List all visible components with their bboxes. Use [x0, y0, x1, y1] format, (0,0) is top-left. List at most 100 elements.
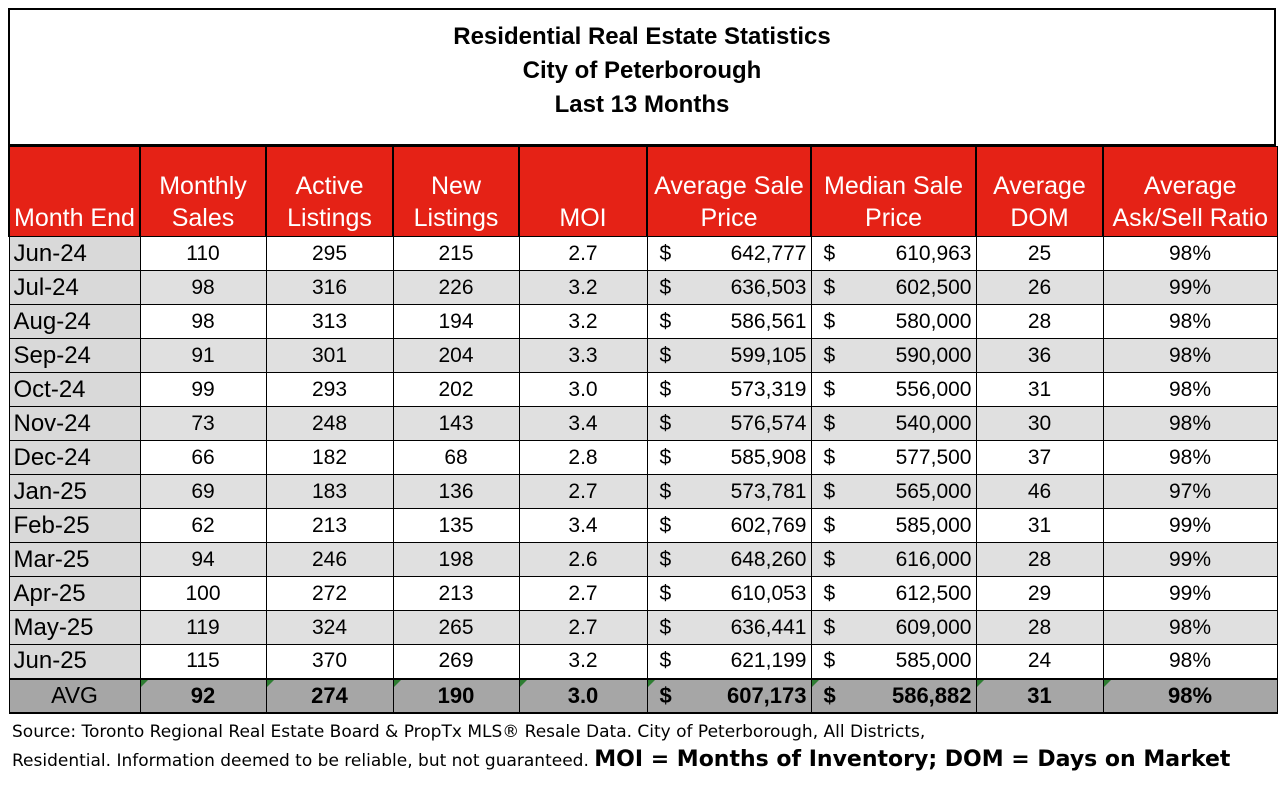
- cell-median-sale-price: $585,000: [810, 644, 977, 679]
- cell-new-listings: 204: [392, 338, 520, 373]
- header-label: Price: [865, 204, 922, 232]
- cell-monthly-sales: 98: [139, 270, 267, 305]
- cell-average-dom: 25: [975, 236, 1104, 271]
- cell-ask-sell-ratio: 98%: [1102, 236, 1278, 271]
- cell-new-listings: 135: [392, 508, 520, 543]
- average-new: 190: [392, 677, 520, 714]
- source-note: Source: Toronto Regional Real Estate Boa…: [12, 718, 1272, 775]
- currency-symbol: $: [823, 241, 836, 265]
- cell-active-listings: 183: [265, 474, 394, 509]
- average-moi-value: 3.0: [567, 682, 599, 708]
- cell-moi: 2.7: [518, 610, 648, 645]
- header-label: Sales: [171, 204, 235, 232]
- cell-monthly-sales: 115: [139, 644, 267, 679]
- cell-monthly-sales: 94: [139, 542, 267, 577]
- price-amount: 573,319: [730, 377, 807, 401]
- cell-active-listings: 213: [265, 508, 394, 543]
- header-label: Price: [700, 204, 758, 232]
- cell-monthly-sales: 119: [139, 610, 267, 645]
- table-row: May-25 119 324 265 2.7 $636,441 $609,000 28 98%: [8, 610, 1278, 645]
- cell-month-end: Nov-24: [8, 406, 141, 441]
- cell-moi: 3.2: [518, 644, 648, 679]
- currency-symbol: $: [823, 615, 836, 639]
- cell-average-dom: 24: [975, 644, 1104, 679]
- money-value: $642,777: [652, 242, 807, 266]
- cell-median-sale-price: $585,000: [810, 508, 977, 543]
- header-label: Average: [993, 172, 1086, 200]
- header-row: Month End Monthly Sales Active Listings Ne…: [8, 146, 1278, 237]
- cell-new-listings: 198: [392, 542, 520, 577]
- header-month-end: Month End: [8, 146, 141, 237]
- price-amount: 602,500: [895, 275, 972, 299]
- price-amount: 636,441: [730, 615, 807, 639]
- price-amount: 642,777: [730, 241, 807, 265]
- price-amount: 602,769: [730, 513, 807, 537]
- cell-monthly-sales: 99: [139, 372, 267, 407]
- header-label: Average: [1143, 172, 1237, 200]
- table-row: Jun-25 115 370 269 3.2 $621,199 $585,000 24 98%: [8, 644, 1278, 679]
- average-active: 274: [265, 677, 394, 714]
- cell-average-sale-price: $585,908: [646, 440, 812, 475]
- average-dom: 31: [975, 677, 1104, 714]
- cell-month-end: Jan-25: [8, 474, 141, 509]
- cell-average-dom: 30: [975, 406, 1104, 441]
- cell-average-dom: 37: [975, 440, 1104, 475]
- header-active-listings: Active Listings: [265, 146, 394, 237]
- table-row: Apr-25 100 272 213 2.7 $610,053 $612,500 29 99%: [8, 576, 1278, 611]
- cell-marker-icon: [266, 679, 274, 687]
- cell-moi: 3.2: [518, 304, 648, 339]
- cell-new-listings: 213: [392, 576, 520, 611]
- average-ratio: 98%: [1102, 677, 1278, 714]
- money-value: $565,000: [816, 480, 972, 504]
- cell-average-sale-price: $642,777: [646, 236, 812, 271]
- cell-average-dom: 36: [975, 338, 1104, 373]
- average-dom-value: 31: [1027, 682, 1052, 708]
- currency-symbol: $: [823, 649, 836, 673]
- cell-average-sale-price: $636,503: [646, 270, 812, 305]
- currency-symbol: $: [659, 411, 672, 435]
- price-amount: 577,500: [895, 445, 972, 469]
- cell-month-end: Aug-24: [8, 304, 141, 339]
- average-new-value: 190: [437, 682, 475, 708]
- cell-average-sale-price: $576,574: [646, 406, 812, 441]
- currency-symbol: $: [659, 513, 672, 537]
- cell-month-end: Jun-24: [8, 236, 141, 271]
- cell-average-sale-price: $602,769: [646, 508, 812, 543]
- title-line-2: City of Peterborough: [522, 57, 762, 84]
- money-value: $573,781: [652, 480, 807, 504]
- cell-moi: 2.7: [518, 474, 648, 509]
- money-value: $585,908: [652, 446, 807, 470]
- header-label: New: [430, 172, 481, 200]
- currency-symbol: $: [659, 275, 672, 299]
- currency-symbol: $: [659, 343, 672, 367]
- cell-median-sale-price: $565,000: [810, 474, 977, 509]
- cell-average-dom: 28: [975, 304, 1104, 339]
- cell-average-sale-price: $610,053: [646, 576, 812, 611]
- cell-median-sale-price: $602,500: [810, 270, 977, 305]
- money-value: $602,500: [816, 276, 972, 300]
- price-amount: 565,000: [895, 479, 972, 503]
- cell-active-listings: 313: [265, 304, 394, 339]
- cell-marker-icon: [976, 679, 984, 687]
- cell-monthly-sales: 62: [139, 508, 267, 543]
- header-label: Active: [295, 172, 364, 200]
- cell-ask-sell-ratio: 98%: [1102, 338, 1278, 373]
- average-avg-price-value: 607,173: [726, 682, 807, 708]
- header-label: DOM: [1010, 204, 1069, 232]
- cell-active-listings: 316: [265, 270, 394, 305]
- average-median-price-value: 586,882: [891, 682, 972, 708]
- table-row: Nov-24 73 248 143 3.4 $576,574 $540,000 30 98%: [8, 406, 1278, 441]
- cell-moi: 3.4: [518, 406, 648, 441]
- currency-symbol: $: [823, 275, 836, 299]
- average-avg-price: $607,173: [646, 677, 812, 714]
- currency-symbol: $: [659, 649, 672, 673]
- cell-new-listings: 215: [392, 236, 520, 271]
- cell-new-listings: 143: [392, 406, 520, 441]
- money-value: $602,769: [652, 514, 807, 538]
- money-value: $585,000: [816, 649, 972, 673]
- price-amount: 556,000: [895, 377, 972, 401]
- header-monthly-sales: Monthly Sales: [139, 146, 267, 237]
- money-value: $540,000: [816, 412, 972, 436]
- table-row: Mar-25 94 246 198 2.6 $648,260 $616,000 28 99%: [8, 542, 1278, 577]
- price-amount: 585,908: [730, 445, 807, 469]
